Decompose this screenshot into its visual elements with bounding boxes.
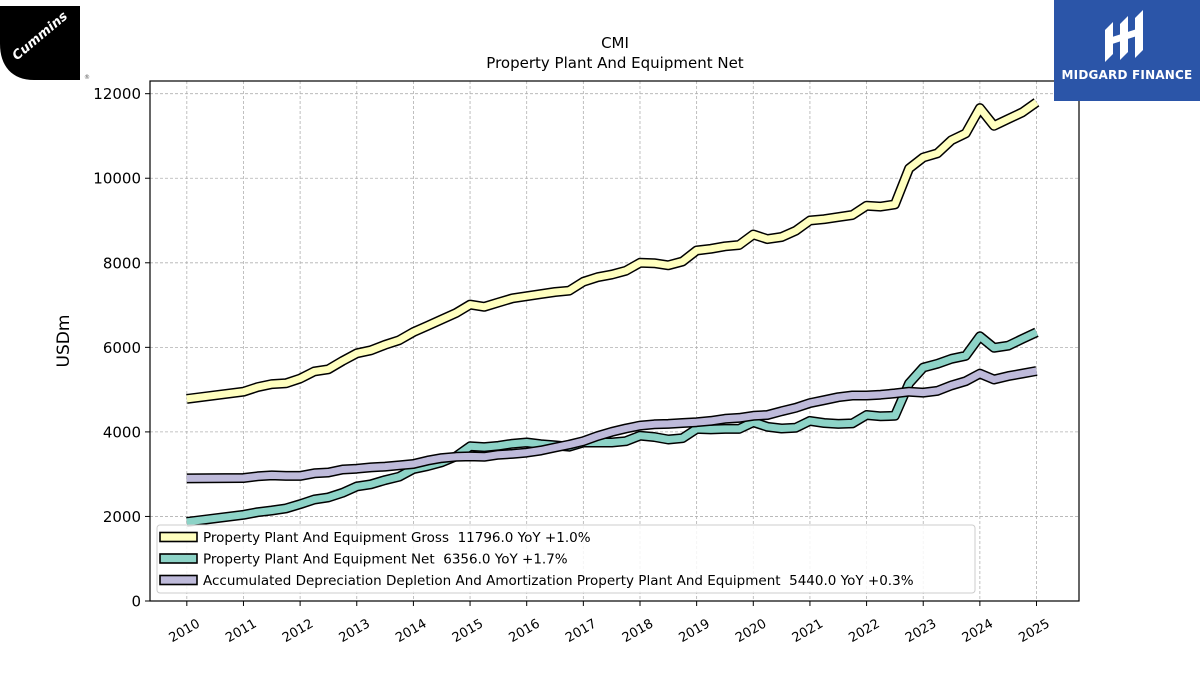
- chart-subtitle: Property Plant And Equipment Net: [486, 54, 743, 72]
- series-line-fill: [186, 99, 1039, 403]
- x-tick-label: 2023: [903, 616, 939, 646]
- grid: [150, 81, 1079, 602]
- y-axis-label: USDm: [54, 315, 74, 368]
- x-tick-label: 2015: [450, 616, 486, 646]
- x-tick-label: 2013: [337, 616, 373, 646]
- series-1-line: [186, 98, 1040, 404]
- series-line-outline: [186, 98, 1040, 404]
- legend-label: Accumulated Depreciation Depletion And A…: [203, 573, 914, 589]
- y-tick-label: 4000: [103, 423, 141, 441]
- x-tick-label: 2019: [676, 616, 712, 646]
- legend-label: Property Plant And Equipment Gross 11796…: [203, 530, 591, 546]
- y-tick-label: 12000: [93, 85, 141, 103]
- x-tick-label: 2020: [733, 616, 769, 646]
- legend-swatch: [159, 531, 198, 543]
- series-lines: [186, 98, 1040, 527]
- chart-title: CMI: [601, 34, 629, 52]
- y-tick-label: 2000: [103, 508, 141, 526]
- cummins-logo: Cummins ®: [0, 0, 92, 84]
- x-tick-label: 2018: [620, 616, 656, 646]
- series-line-fill: [186, 329, 1038, 526]
- x-tick-label: 2012: [280, 616, 316, 646]
- svg-text:®: ®: [84, 74, 90, 81]
- x-tick-label: 2017: [563, 616, 599, 646]
- x-tick-label: 2021: [790, 616, 826, 646]
- midgard-finance-logo: MIDGARD FINANCE: [1054, 0, 1200, 101]
- legend-box: [156, 524, 976, 594]
- legend-swatch: [159, 553, 198, 564]
- series-2-line: [186, 327, 1039, 527]
- x-tick-label: 2022: [846, 616, 882, 646]
- legend-label: Property Plant And Equipment Net 6356.0 …: [203, 552, 568, 568]
- x-tick-label: 2025: [1016, 616, 1052, 646]
- series-3-line: [186, 366, 1038, 484]
- x-tick-label: 2016: [507, 616, 543, 646]
- x-tick-label: 2010: [167, 616, 203, 646]
- x-tick-label: 2011: [223, 616, 259, 646]
- x-axis: 2010 2011 2012 2013 2014 2015 2016 2017 2018 2019…: [167, 601, 1053, 646]
- y-tick-label: 0: [131, 593, 141, 611]
- y-tick-label: 6000: [103, 339, 141, 357]
- legend: Property Plant And Equipment Gross 11796…: [156, 524, 976, 594]
- midgard-finance-wordmark: MIDGARD FINANCE: [1061, 68, 1193, 82]
- x-tick-label: 2024: [960, 616, 996, 646]
- x-tick-label: 2014: [393, 616, 429, 646]
- y-tick-label: 10000: [93, 170, 141, 188]
- y-tick-label: 8000: [103, 254, 141, 272]
- legend-swatch: [159, 574, 198, 586]
- series-line-outline: [186, 366, 1038, 484]
- y-axis: 0 2000 4000 6000 8000 10000 12000: [93, 85, 150, 611]
- series-line-fill: [186, 367, 1038, 482]
- plot-frame: [149, 80, 1080, 602]
